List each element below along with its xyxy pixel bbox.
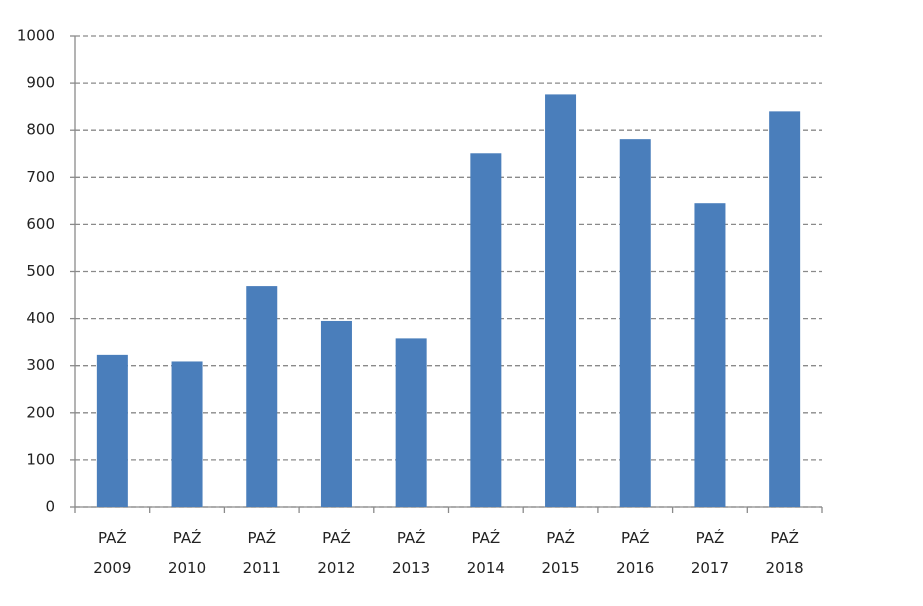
bar <box>470 153 502 508</box>
x-tick-label: PAŹ 2012 <box>317 528 355 577</box>
x-tick-label-line: 2009 <box>93 559 131 577</box>
x-tick-label-line: 2010 <box>168 559 206 577</box>
x-tick-label-line: PAŹ <box>322 528 351 547</box>
x-tick-label-line: PAŹ <box>173 528 202 547</box>
y-tick-label: 200 <box>26 403 55 421</box>
x-tick-label-line: PAŹ <box>770 528 799 547</box>
bar <box>769 111 801 508</box>
y-tick-label: 600 <box>26 215 55 233</box>
x-tick-label-line: PAŹ <box>397 528 426 547</box>
y-tick-label: 100 <box>26 450 55 468</box>
x-tick-label-line: 2017 <box>691 559 729 577</box>
x-tick-label-line: PAŹ <box>621 528 650 547</box>
x-tick-label: PAŹ 2013 <box>392 528 430 577</box>
x-tick-label: PAŹ 2009 <box>93 528 131 577</box>
x-tick-label: PAŹ 2010 <box>168 528 206 577</box>
x-tick-label-line: PAŹ <box>546 528 575 547</box>
bar <box>545 94 577 508</box>
x-tick-label: PAŹ 2011 <box>243 528 281 577</box>
bar <box>395 338 427 507</box>
x-tick-label-line: PAŹ <box>247 528 276 547</box>
x-tick-label-line: 2016 <box>616 559 654 577</box>
x-tick-label-line: 2012 <box>317 559 355 577</box>
x-tick-label-line: 2018 <box>766 559 804 577</box>
x-tick-label: PAŹ 2014 <box>467 528 505 577</box>
x-tick-label-line: 2011 <box>243 559 281 577</box>
bar <box>694 203 726 507</box>
y-tick-label: 800 <box>26 121 55 139</box>
bar <box>619 139 651 508</box>
y-tick-label: 500 <box>26 262 55 280</box>
y-tick-label: 700 <box>26 168 55 186</box>
bar <box>320 320 352 507</box>
x-tick-label-line: 2013 <box>392 559 430 577</box>
bar <box>246 286 278 507</box>
y-tick-label: 300 <box>26 356 55 374</box>
x-tick-label-line: 2015 <box>541 559 579 577</box>
y-tick-label: 900 <box>26 74 55 92</box>
x-tick-label: PAŹ 2015 <box>541 528 579 577</box>
x-tick-label-line: PAŹ <box>696 528 725 547</box>
x-tick-label: PAŹ 2018 <box>766 528 804 577</box>
y-tick-label: 1000 <box>17 27 55 45</box>
y-tick-label: 400 <box>26 309 55 327</box>
x-tick-label: PAŹ 2016 <box>616 528 654 577</box>
bar <box>171 361 203 507</box>
bar <box>96 354 128 507</box>
x-tick-label: PAŹ 2017 <box>691 528 729 577</box>
y-tick-label: 0 <box>45 498 55 516</box>
x-tick-label-line: PAŹ <box>98 528 127 547</box>
x-tick-label-line: 2014 <box>467 559 505 577</box>
x-tick-label-line: PAŹ <box>472 528 501 547</box>
